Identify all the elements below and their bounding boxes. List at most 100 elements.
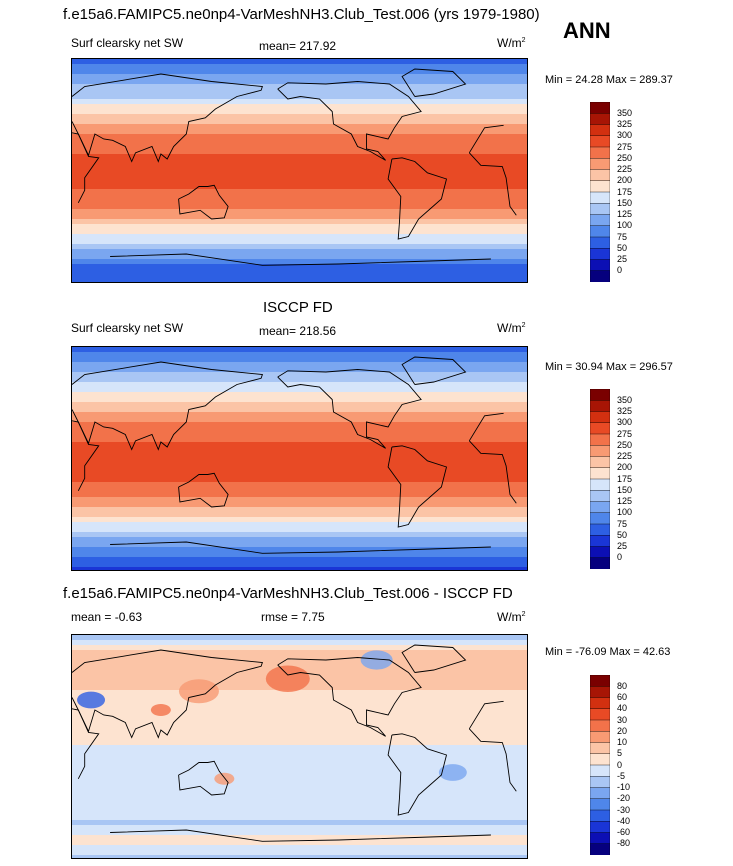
map-band [72, 144, 527, 150]
map-band [72, 274, 527, 280]
panel-obs-mean: mean= 218.56 [259, 324, 337, 338]
map-band [72, 705, 527, 711]
map-band [72, 427, 527, 433]
colorbar-tick-label: 175 [617, 473, 633, 484]
map-band [72, 850, 527, 856]
colorbar-box [590, 248, 610, 261]
coastline [401, 356, 467, 385]
map-band [72, 234, 527, 240]
map-band [72, 650, 527, 656]
panel-diff-colorbar [590, 675, 610, 855]
map-band [72, 397, 527, 403]
map-band [72, 134, 527, 140]
map-band [72, 645, 527, 651]
coastline [387, 445, 448, 528]
map-band [72, 124, 527, 130]
map-band [72, 750, 527, 756]
colorbar-tick-label: -40 [617, 815, 631, 826]
colorbar-box [590, 798, 610, 811]
map-band [72, 367, 527, 373]
colorbar-box [590, 214, 610, 227]
map-band [72, 104, 527, 110]
map-band [72, 119, 527, 125]
colorbar-tick-label: 225 [617, 451, 633, 461]
map-band [72, 655, 527, 661]
colorbar-tick-label: -20 [617, 793, 631, 804]
map-band [72, 710, 527, 716]
map-band [72, 154, 527, 160]
coastline [401, 644, 467, 673]
map-band [72, 690, 527, 696]
colorbar-tick-label: 5 [617, 748, 623, 759]
map-band [72, 194, 527, 200]
panel-obs-field-label: Surf clearsky net SW [71, 321, 184, 335]
panel-obs-map [71, 346, 528, 571]
coastline [277, 657, 422, 737]
map-band [72, 64, 527, 70]
map-band [72, 845, 527, 851]
map-band [72, 700, 527, 706]
map-band [72, 775, 527, 781]
colorbar-box [590, 180, 610, 193]
map-band [72, 502, 527, 508]
map-band [72, 467, 527, 473]
colorbar-tick-label: 0 [617, 552, 623, 563]
colorbar-box [590, 708, 610, 721]
map-band [72, 229, 527, 235]
map-band [72, 189, 527, 195]
colorbar-box [590, 389, 610, 401]
map-band [72, 219, 527, 225]
panel-model-minmax: Min = 24.28 Max = 289.37 [545, 74, 673, 86]
map-band [72, 362, 527, 368]
colorbar-box [590, 821, 610, 834]
colorbar-tick-label: 125 [617, 496, 633, 506]
panel-model-units: W/m2 [497, 36, 526, 50]
colorbar-tick-label: -10 [617, 782, 631, 792]
colorbar-box [590, 686, 610, 699]
coastline [401, 68, 467, 97]
panel-diff-units: W/m2 [497, 610, 526, 624]
map-band [72, 352, 527, 358]
map-band [72, 84, 527, 90]
colorbar-box [590, 843, 610, 855]
map-band [72, 512, 527, 518]
map-band [72, 407, 527, 413]
colorbar-tick-label: 300 [617, 130, 633, 141]
map-band [72, 447, 527, 453]
map-band [72, 402, 527, 408]
map-band [72, 820, 527, 826]
map-band [72, 214, 527, 220]
map-band [72, 174, 527, 180]
panel-diff-map [71, 634, 528, 859]
map-band [72, 527, 527, 533]
colorbar-tick-label: 0 [617, 265, 623, 276]
map-band [72, 387, 527, 393]
coastline [178, 184, 229, 220]
colorbar-box [590, 191, 610, 204]
anomaly-blob [77, 691, 106, 709]
colorbar-tick-label: 275 [617, 428, 633, 439]
map-band [72, 562, 527, 568]
map-band [72, 517, 527, 523]
colorbar-tick-label: 325 [617, 406, 633, 416]
map-band [72, 537, 527, 543]
map-band [72, 89, 527, 95]
colorbar-box [590, 225, 610, 238]
map-band [72, 835, 527, 841]
map-band [72, 482, 527, 488]
colorbar-tick-label: 125 [617, 209, 633, 219]
colorbar-box [590, 557, 610, 569]
map-band [72, 720, 527, 726]
map-band [72, 204, 527, 210]
map-band [72, 542, 527, 548]
colorbar-tick-label: 200 [617, 175, 633, 186]
colorbar-box [590, 697, 610, 710]
map-band [72, 660, 527, 666]
anomaly-blob [150, 704, 171, 716]
map-band [72, 725, 527, 731]
map-band [72, 760, 527, 766]
map-band [72, 840, 527, 846]
season-label: ANN [563, 18, 611, 43]
colorbar-tick-label: 350 [617, 107, 633, 118]
map-band [72, 99, 527, 105]
